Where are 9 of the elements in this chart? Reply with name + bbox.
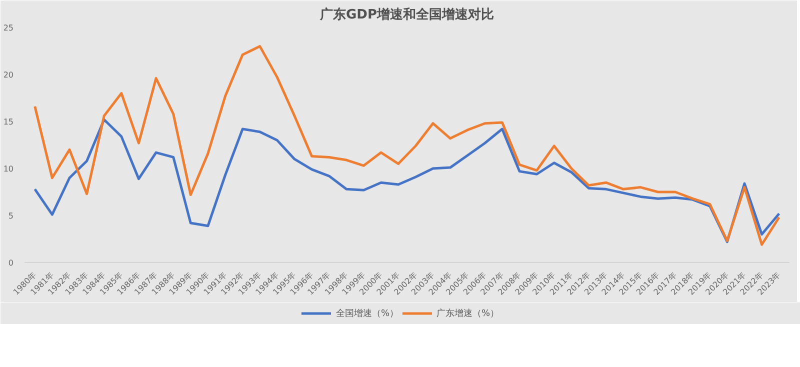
y-tick-label: 20 bbox=[3, 70, 14, 80]
y-tick-label: 5 bbox=[8, 212, 14, 220]
chart-title: 广东GDP增速和全国增速对比 bbox=[319, 6, 494, 22]
y-tick-label: 0 bbox=[8, 258, 14, 268]
y-tick-label: 25 bbox=[3, 24, 14, 32]
y-tick-label: 15 bbox=[3, 118, 14, 126]
legend-label: 广东增速（%） bbox=[436, 308, 500, 320]
y-tick-label: 10 bbox=[3, 164, 14, 174]
legend-label: 全国增速（%） bbox=[336, 308, 398, 320]
